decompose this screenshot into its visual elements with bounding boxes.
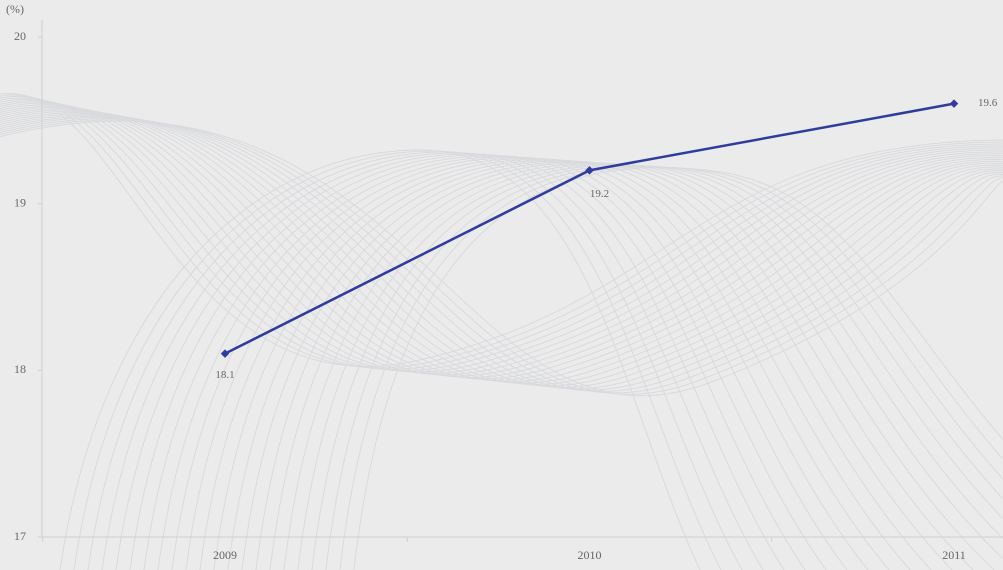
y-axis-label: (%) [6, 2, 24, 16]
background-curve [0, 106, 1003, 381]
background-curve [0, 94, 1003, 369]
background-curve [0, 112, 1003, 387]
background-curve [143, 155, 827, 570]
background-curve [0, 120, 1003, 397]
background-curve [0, 99, 1003, 373]
x-tick-label: 2011 [942, 548, 966, 562]
background-curve [0, 96, 1003, 370]
y-tick-label: 20 [14, 29, 26, 43]
data-point [220, 349, 230, 358]
data-label: 19.2 [590, 188, 609, 200]
background-curve [353, 166, 1003, 570]
background-curve [0, 118, 1003, 394]
x-tick-label: 2010 [578, 548, 602, 562]
background-curve [0, 97, 1003, 371]
background-curve [213, 159, 932, 570]
background-curve [171, 157, 869, 570]
background-curve [0, 113, 1003, 388]
background-curve [129, 154, 806, 570]
y-tick-label: 17 [14, 529, 26, 543]
data-label: 18.1 [215, 369, 234, 381]
background-decoration [0, 93, 1003, 570]
background-curve [0, 116, 1003, 392]
background-curve [0, 93, 1003, 367]
background-curve [101, 152, 764, 570]
background-curve [0, 101, 1003, 375]
data-point [949, 99, 959, 108]
background-curve [0, 114, 1003, 390]
background-curve [157, 156, 848, 570]
y-tick-label: 19 [14, 195, 26, 209]
background-curve [0, 105, 1003, 380]
background-curve [0, 102, 1003, 377]
background-curve [115, 153, 785, 570]
y-tick-label: 18 [14, 362, 26, 376]
background-curve [0, 100, 1003, 374]
data-label: 19.6 [978, 97, 998, 109]
background-curve [0, 119, 1003, 395]
background-curve [87, 151, 743, 570]
background-curve [339, 166, 1003, 570]
background-curve [0, 115, 1003, 391]
x-tick-label: 2009 [213, 548, 237, 562]
